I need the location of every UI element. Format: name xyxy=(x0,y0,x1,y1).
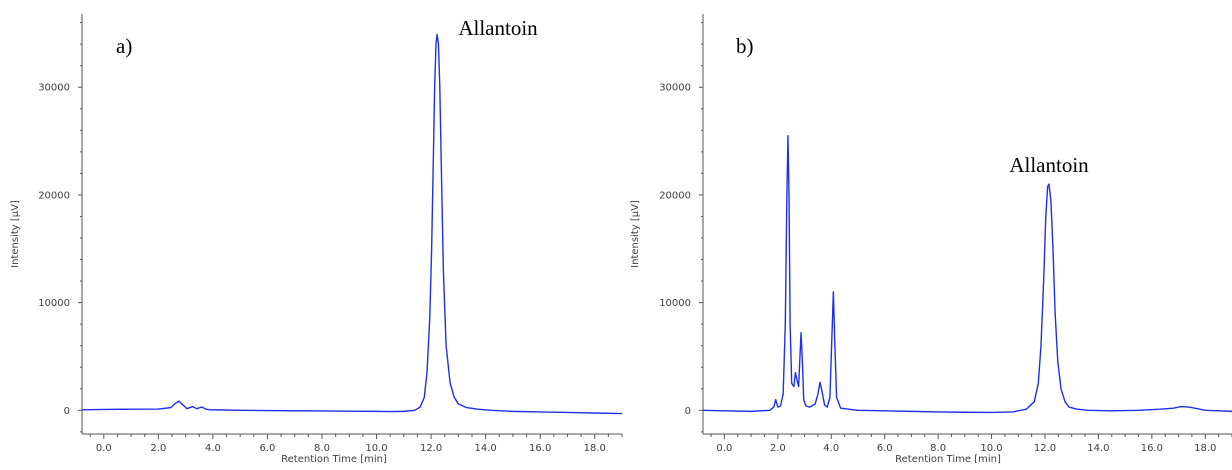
y-tick-label: 20000 xyxy=(38,190,70,201)
y-axis-title: Intensity [µV] xyxy=(630,200,641,268)
y-tick-label: 10000 xyxy=(38,298,70,309)
peak-annotation: Allantoin xyxy=(1009,153,1089,177)
x-axis-title: Retention Time [min] xyxy=(281,454,387,465)
x-tick-label: 4.0 xyxy=(823,443,839,454)
chart-panel-a: 0 10000 20000 30000 0.0 2.0 4.0 6.0 8.0 10.0 12.0 1… xyxy=(10,14,623,465)
panel-label: b) xyxy=(736,34,754,58)
panel-label: a) xyxy=(116,34,132,58)
x-tick-label: 14.0 xyxy=(1087,443,1109,454)
x-tick-label: 8.0 xyxy=(930,443,946,454)
x-tick-label: 18.0 xyxy=(584,443,606,454)
x-tick-label: 2.0 xyxy=(770,443,786,454)
x-tick-label: 16.0 xyxy=(1141,443,1163,454)
y-tick-label: 20000 xyxy=(659,190,691,201)
x-tick-label: 2.0 xyxy=(150,443,166,454)
x-tick-label: 16.0 xyxy=(529,443,551,454)
x-tick-label: 4.0 xyxy=(205,443,221,454)
x-tick-label: 0.0 xyxy=(716,443,732,454)
x-tick-label: 14.0 xyxy=(475,443,497,454)
x-axis-title: Retention Time [min] xyxy=(895,454,1001,465)
y-axis-title: Intensity [µV] xyxy=(10,200,21,268)
y-tick-label: 10000 xyxy=(659,298,691,309)
y-tick-label: 0 xyxy=(685,406,691,417)
x-tick-label: 6.0 xyxy=(260,443,276,454)
x-tick-label: 12.0 xyxy=(1034,443,1056,454)
x-tick-label: 6.0 xyxy=(877,443,893,454)
peak-annotation: Allantoin xyxy=(458,16,538,40)
x-tick-label: 12.0 xyxy=(420,443,442,454)
chromatogram-trace-0-0 xyxy=(81,33,623,415)
x-tick-label: 10.0 xyxy=(980,443,1002,454)
x-tick-label: 18.0 xyxy=(1194,443,1216,454)
y-tick-label: 30000 xyxy=(659,83,691,94)
y-tick-label: 30000 xyxy=(38,83,70,94)
y-tick-label: 0 xyxy=(64,406,70,417)
x-tick-label: 10.0 xyxy=(365,443,387,454)
x-tick-label: 0.0 xyxy=(96,443,112,454)
chart-panel-b: 0 10000 20000 30000 0.0 2.0 4.0 6.0 8.0 10.0 12.0 1… xyxy=(630,14,1232,465)
chromatogram-trace-1-0 xyxy=(702,134,1232,414)
x-tick-label: 8.0 xyxy=(314,443,330,454)
